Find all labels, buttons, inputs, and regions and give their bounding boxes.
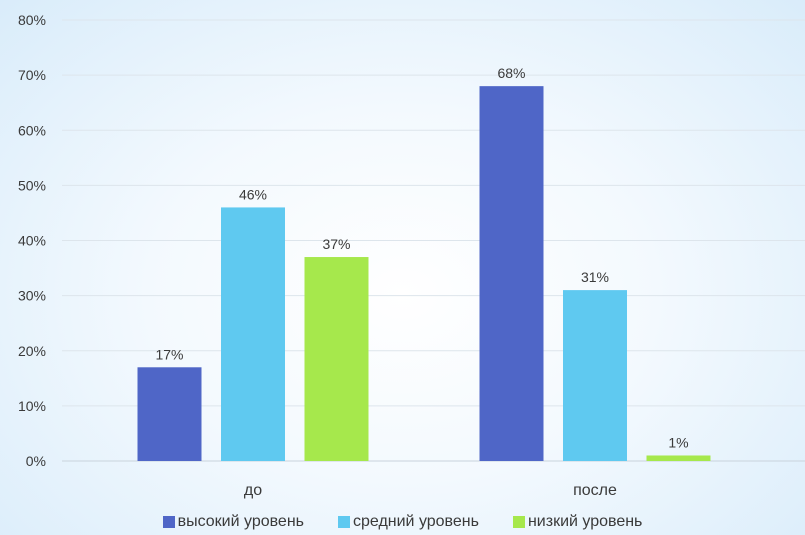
y-tick-label: 20% [18, 343, 46, 359]
y-tick-label: 70% [18, 67, 46, 83]
legend-item: высокий уровень [162, 513, 304, 531]
legend-item: низкий уровень [512, 513, 643, 531]
bar [304, 257, 369, 461]
legend-swatch [162, 516, 175, 528]
y-tick-label: 40% [18, 233, 46, 249]
bars [137, 86, 711, 462]
y-tick-label: 80% [18, 12, 46, 28]
legend-label: высокий уровень [177, 513, 304, 530]
y-tick-label: 50% [18, 177, 46, 193]
bar [479, 86, 544, 462]
legend-item: средний уровень [338, 513, 479, 531]
y-tick-label: 60% [18, 122, 46, 138]
legend-swatch [512, 516, 525, 528]
data-label: 68% [497, 65, 525, 81]
legend-swatch [338, 516, 350, 528]
data-label: 31% [581, 269, 609, 285]
y-tick-label: 10% [18, 398, 46, 414]
data-labels: 17% 46% 37% 68% 31% 1% [155, 65, 688, 450]
bar [137, 367, 202, 461]
bar [646, 455, 711, 461]
category-label: после [573, 482, 617, 499]
data-label: 17% [155, 346, 183, 362]
legend: высокий уровень средний уровень низкий уро… [0, 513, 805, 531]
y-tick-label: 0% [26, 453, 46, 469]
bar [563, 290, 627, 461]
data-label: 46% [239, 186, 267, 202]
category-label: до [244, 482, 262, 499]
y-tick-label: 30% [18, 288, 46, 304]
data-label: 1% [668, 434, 688, 450]
data-label: 37% [322, 236, 350, 252]
y-axis: 0% 10% 20% 30% 40% 50% 60% 70% 80% [18, 12, 46, 469]
x-axis: до после [244, 482, 617, 499]
legend-label: низкий уровень [527, 513, 643, 530]
legend-label: средний уровень [353, 513, 479, 530]
bar [221, 207, 285, 461]
